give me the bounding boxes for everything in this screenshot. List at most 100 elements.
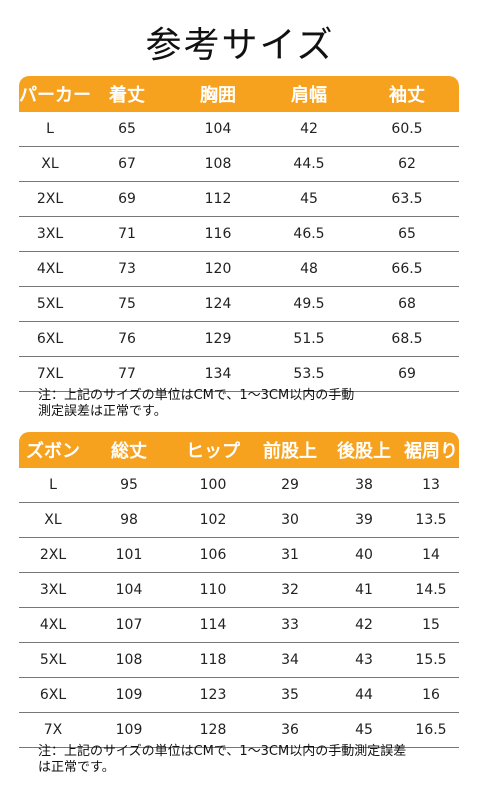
header-cell: 胸囲: [200, 85, 236, 106]
table-cell: L: [46, 121, 54, 137]
table-cell: 108: [115, 652, 143, 668]
table-cell: 120: [204, 261, 232, 277]
table-row: 7XL 77 134 53.5 69: [19, 357, 459, 392]
table-cell: 30: [281, 512, 299, 528]
table-cell: L: [49, 477, 57, 493]
table-cell: 60.5: [391, 121, 423, 137]
table-cell: 123: [199, 687, 227, 703]
table-cell: 65: [398, 226, 416, 242]
table-cell: 100: [199, 477, 227, 493]
table-cell: 16: [422, 687, 440, 703]
note-line: は正常です。: [38, 760, 115, 775]
table-cell: 6XL: [39, 687, 67, 703]
table-header: ズボン 総丈 ヒップ 前股上 後股上 裾周り: [19, 432, 459, 468]
table-cell: 53.5: [293, 366, 325, 382]
table-cell: 35: [281, 687, 299, 703]
table-cell: 102: [199, 512, 227, 528]
note-line: 測定誤差は正常です。: [38, 404, 167, 419]
parka-size-table: パーカー 着丈 胸囲 肩幅 袖丈 L 65 104 42 60.5 XL 67 108 44.5…: [19, 76, 459, 392]
table-cell: 118: [199, 652, 227, 668]
note-line: 注：上記のサイズの単位はCMで、1～3CM以内の手動測定誤差: [38, 744, 407, 759]
table-cell: 15: [422, 617, 440, 633]
table-cell: 107: [115, 617, 143, 633]
table-cell: 13: [422, 477, 440, 493]
table-cell: 4XL: [39, 617, 67, 633]
header-cell: 後股上: [337, 441, 391, 462]
table-cell: 134: [204, 366, 232, 382]
table-cell: 41: [355, 582, 373, 598]
table-cell: 33: [281, 617, 299, 633]
table-row: 2XL 69 112 45 63.5: [19, 182, 459, 217]
table-cell: 77: [118, 366, 136, 382]
header-cell: ヒップ: [186, 441, 240, 462]
table-cell: 116: [204, 226, 232, 242]
note-line: 注：上記のサイズの単位はCMで、1～3CM以内の手動: [38, 388, 355, 403]
table-cell: 48: [300, 261, 318, 277]
table-cell: 14.5: [415, 582, 447, 598]
table-cell: 75: [118, 296, 136, 312]
table-cell: 6XL: [36, 331, 64, 347]
table-cell: XL: [44, 512, 62, 528]
table-cell: 73: [118, 261, 136, 277]
table-cell: 14: [422, 547, 440, 563]
table-cell: 49.5: [293, 296, 325, 312]
table-row: 3XL 71 116 46.5 65: [19, 217, 459, 252]
table-header: パーカー 着丈 胸囲 肩幅 袖丈: [19, 76, 459, 112]
header-cell: ズボン: [26, 441, 80, 462]
table-cell: 42: [355, 617, 373, 633]
header-cell: 前股上: [263, 441, 317, 462]
table-cell: 104: [115, 582, 143, 598]
table-cell: 128: [199, 722, 227, 738]
table-cell: 38: [355, 477, 373, 493]
header-cell: 着丈: [109, 85, 145, 106]
table-cell: 7XL: [36, 366, 64, 382]
table-row: 5XL 75 124 49.5 68: [19, 287, 459, 322]
table-cell: 32: [281, 582, 299, 598]
pants-size-table: ズボン 総丈 ヒップ 前股上 後股上 裾周り L 95 100 29 38 13 XL 98 1…: [19, 432, 459, 748]
table-cell: 69: [398, 366, 416, 382]
table-row: L 95 100 29 38 13: [19, 468, 459, 503]
table-cell: 104: [204, 121, 232, 137]
table-cell: 62: [398, 156, 416, 172]
table-row: 4XL 73 120 48 66.5: [19, 252, 459, 287]
table-cell: 5XL: [39, 652, 67, 668]
table-row: 4XL 107 114 33 42 15: [19, 608, 459, 643]
table-cell: 4XL: [36, 261, 64, 277]
table-cell: 51.5: [293, 331, 325, 347]
table-cell: 76: [118, 331, 136, 347]
table-cell: 31: [281, 547, 299, 563]
table-cell: 2XL: [39, 547, 67, 563]
table-cell: 68: [398, 296, 416, 312]
table-cell: 3XL: [36, 226, 64, 242]
table-cell: 110: [199, 582, 227, 598]
header-cell: 総丈: [111, 441, 147, 462]
table-cell: 15.5: [415, 652, 447, 668]
table-row: 7X 109 128 36 45 16.5: [19, 713, 459, 748]
table-row: 6XL 76 129 51.5 68.5: [19, 322, 459, 357]
table-cell: 40: [355, 547, 373, 563]
table-row: XL 67 108 44.5 62: [19, 147, 459, 182]
table-cell: 63.5: [391, 191, 423, 207]
table-cell: 46.5: [293, 226, 325, 242]
table-cell: 29: [281, 477, 299, 493]
table-cell: 65: [118, 121, 136, 137]
table-cell: 66.5: [391, 261, 423, 277]
table-cell: 124: [204, 296, 232, 312]
header-cell: 袖丈: [389, 85, 425, 106]
table-cell: 98: [120, 512, 138, 528]
table-cell: 45: [355, 722, 373, 738]
table-cell: 42: [300, 121, 318, 137]
pants-note: 注：上記のサイズの単位はCMで、1～3CM以内の手動測定誤差 は正常です。: [38, 744, 458, 776]
table-cell: 44.5: [293, 156, 325, 172]
header-cell: 肩幅: [291, 85, 327, 106]
table-cell: 71: [118, 226, 136, 242]
table-cell: 45: [300, 191, 318, 207]
table-cell: 129: [204, 331, 232, 347]
table-cell: 109: [115, 722, 143, 738]
table-cell: 39: [355, 512, 373, 528]
header-cell: パーカー: [19, 85, 91, 106]
table-cell: 101: [115, 547, 143, 563]
header-cell: 裾周り: [404, 441, 458, 462]
table-cell: 69: [118, 191, 136, 207]
